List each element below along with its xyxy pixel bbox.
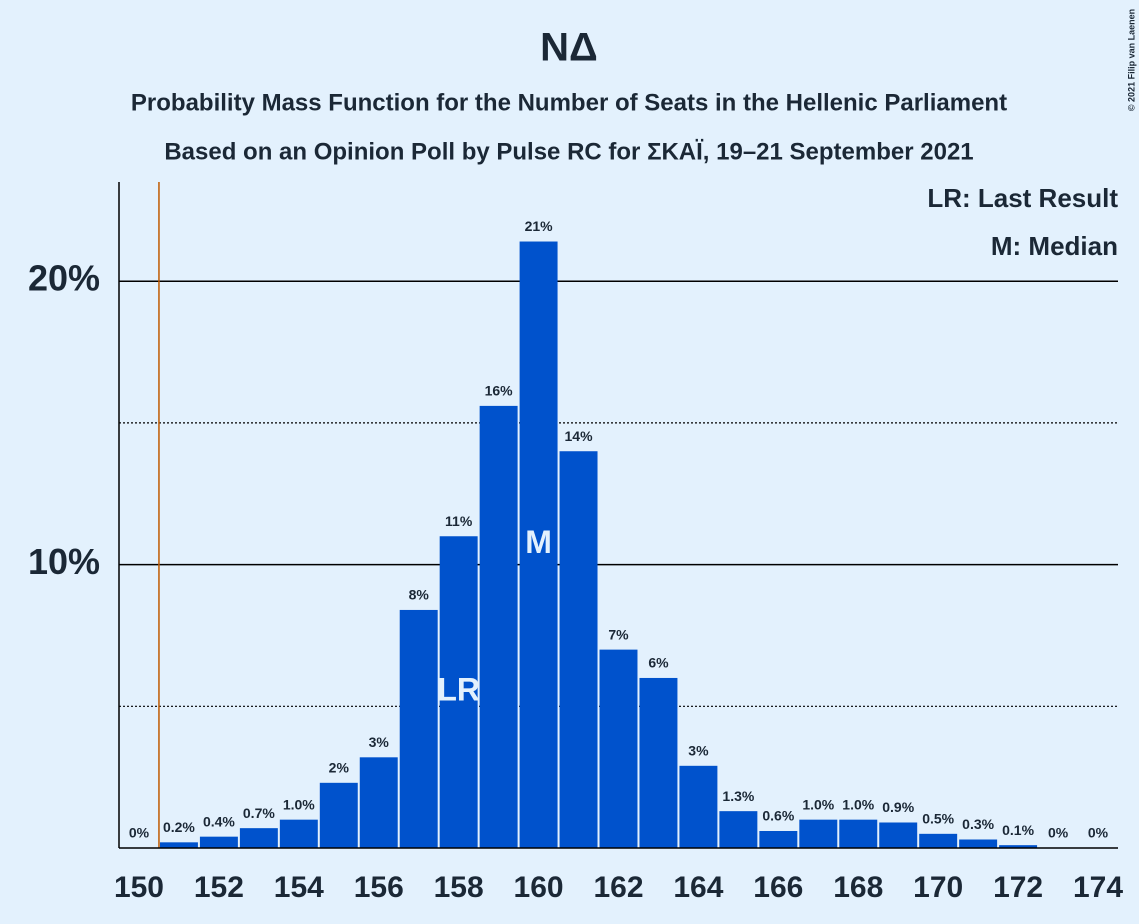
value-label: 2% (329, 760, 350, 776)
value-label: 0% (1048, 825, 1069, 841)
value-label: 6% (648, 655, 669, 671)
bar (359, 757, 398, 848)
bar (319, 782, 358, 848)
x-tick-label: 168 (833, 871, 883, 904)
bar (599, 649, 638, 848)
value-label: 1.0% (802, 796, 834, 812)
x-tick-label: 158 (434, 871, 484, 904)
x-tick-label: 172 (993, 871, 1043, 904)
value-label: 3% (369, 734, 390, 750)
value-label: 0% (129, 825, 150, 841)
bar (759, 830, 798, 848)
bar (879, 822, 918, 848)
value-label: 0.9% (882, 799, 914, 815)
bar (799, 819, 838, 848)
value-label: 3% (688, 743, 709, 759)
value-label: 0.4% (203, 813, 235, 829)
x-tick-label: 170 (913, 871, 963, 904)
x-tick-label: 160 (514, 871, 564, 904)
value-label: 1.0% (842, 796, 874, 812)
bar (639, 677, 678, 848)
value-label: 0.6% (762, 808, 794, 824)
bar (559, 451, 598, 848)
bar (839, 819, 878, 848)
value-label: 1.3% (722, 788, 754, 804)
value-label: 14% (565, 428, 594, 444)
value-label: 21% (525, 218, 554, 234)
x-tick-label: 154 (274, 871, 324, 904)
value-label: 0.3% (962, 816, 994, 832)
bar (399, 609, 438, 848)
x-tick-label: 156 (354, 871, 404, 904)
bar (479, 405, 518, 848)
bar (439, 536, 478, 848)
x-tick-label: 164 (673, 871, 723, 904)
bar (959, 839, 998, 848)
bar (919, 833, 958, 848)
bar (279, 819, 318, 848)
x-tick-label: 166 (753, 871, 803, 904)
bar (679, 765, 718, 848)
value-label: 0.2% (163, 819, 195, 835)
bar (239, 828, 278, 848)
x-tick-label: 150 (114, 871, 164, 904)
value-label: 0.7% (243, 805, 275, 821)
chart-title: ΝΔ (540, 26, 598, 70)
legend-entry: M: Median (991, 231, 1118, 261)
value-label: 0% (1088, 825, 1109, 841)
copyright: © 2021 Filip van Laenen (1126, 9, 1136, 111)
marker-label: LR (437, 672, 480, 708)
value-label: 7% (608, 626, 629, 642)
bar (999, 845, 1038, 848)
x-tick-label: 162 (593, 871, 643, 904)
chart-subtitle: Based on an Opinion Poll by Pulse RC for… (164, 138, 973, 165)
bar (199, 836, 238, 848)
chart-subtitle: Probability Mass Function for the Number… (131, 89, 1007, 116)
bar (719, 811, 758, 848)
value-label: 0.5% (922, 811, 954, 827)
value-label: 1.0% (283, 796, 315, 812)
legend-entry: LR: Last Result (927, 183, 1118, 213)
bar (519, 241, 558, 848)
bar (159, 842, 198, 848)
value-label: 8% (409, 587, 430, 603)
marker-label: M (525, 524, 552, 560)
y-tick-label: 20% (28, 258, 100, 299)
y-tick-label: 10% (28, 541, 100, 582)
x-tick-label: 152 (194, 871, 244, 904)
x-tick-label: 174 (1073, 871, 1123, 904)
value-label: 11% (445, 513, 473, 529)
value-label: 16% (485, 383, 514, 399)
value-label: 0.1% (1002, 822, 1034, 838)
